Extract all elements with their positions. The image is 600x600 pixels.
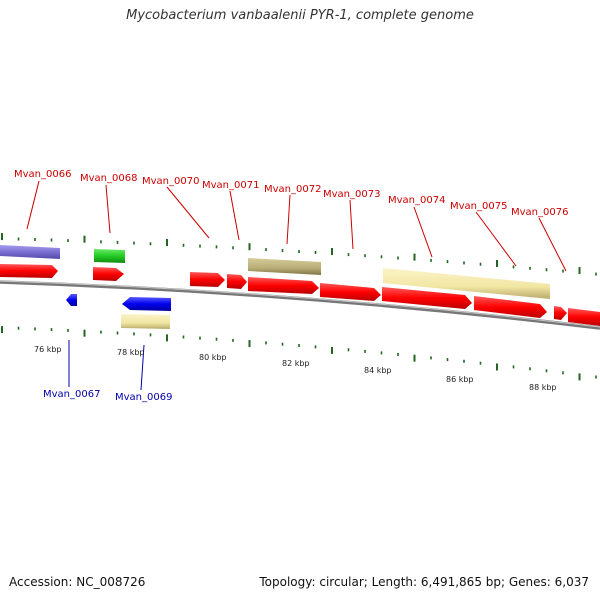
bottom-tick-track <box>1 326 597 381</box>
cds-arrow-0071[interactable] <box>227 274 247 289</box>
scale-label-88kbp: 88 kbp <box>529 383 557 392</box>
cds-arrow-0075[interactable] <box>474 296 547 318</box>
gene-label-mvan-0070[interactable]: Mvan_0070 <box>142 176 199 187</box>
scale-label-84kbp: 84 kbp <box>364 366 392 375</box>
top-leader-lines <box>26 180 567 272</box>
gene-label-mvan-0066[interactable]: Mvan_0066 <box>14 169 71 180</box>
gene-mvan-0068-feature[interactable] <box>94 249 125 263</box>
scale-label-80kbp: 80 kbp <box>199 353 227 362</box>
cds-arrow-0073[interactable] <box>320 283 381 301</box>
cds-arrow-0070[interactable] <box>190 272 225 287</box>
gene-label-mvan-0072[interactable]: Mvan_0072 <box>264 184 321 195</box>
scale-label-86kbp: 86 kbp <box>446 375 474 384</box>
gene-label-mvan-0071[interactable]: Mvan_0071 <box>202 180 259 191</box>
gene-mvan-0074-feature[interactable] <box>383 268 550 299</box>
gene-mvan-0072-feature[interactable] <box>248 258 321 275</box>
accession-text: Accession: NC_008726 <box>9 575 146 589</box>
gene-label-mvan-0073[interactable]: Mvan_0073 <box>323 189 380 200</box>
gene-label-mvan-0074[interactable]: Mvan_0074 <box>388 195 445 206</box>
gene-label-mvan-0068[interactable]: Mvan_0068 <box>80 173 137 184</box>
cds-arrow-0074[interactable] <box>382 287 472 309</box>
gene-label-mvan-0069[interactable]: Mvan_0069 <box>115 392 172 403</box>
gene-label-mvan-0076[interactable]: Mvan_0076 <box>511 207 568 218</box>
gene-mvan-0069-feature[interactable] <box>121 314 170 329</box>
cds-arrow-0072[interactable] <box>248 277 319 294</box>
page-title: Mycobacterium vanbaalenii PYR-1, complet… <box>126 8 474 23</box>
cds-arrow-0076b[interactable] <box>568 308 600 326</box>
cds-arrow-0076a[interactable] <box>554 306 567 320</box>
scale-label-78kbp: 78 kbp <box>117 348 145 357</box>
bottom-leader-lines <box>68 340 145 391</box>
cds-arrow-0069[interactable] <box>122 297 171 311</box>
top-tick-track <box>1 233 597 276</box>
genome-summary-text: Topology: circular; Length: 6,491,865 bp… <box>259 575 589 589</box>
cds-arrow-0067[interactable] <box>66 294 77 306</box>
genome-backbone <box>0 280 600 330</box>
scale-label-82kbp: 82 kbp <box>282 359 310 368</box>
cds-arrow-0068[interactable] <box>93 267 124 281</box>
gene-label-mvan-0067[interactable]: Mvan_0067 <box>43 389 100 400</box>
gene-mvan-0066-feature[interactable] <box>0 245 60 259</box>
gene-label-mvan-0075[interactable]: Mvan_0075 <box>450 201 507 212</box>
cds-arrow-0066[interactable] <box>0 264 58 278</box>
scale-label-76kbp: 76 kbp <box>34 345 62 354</box>
